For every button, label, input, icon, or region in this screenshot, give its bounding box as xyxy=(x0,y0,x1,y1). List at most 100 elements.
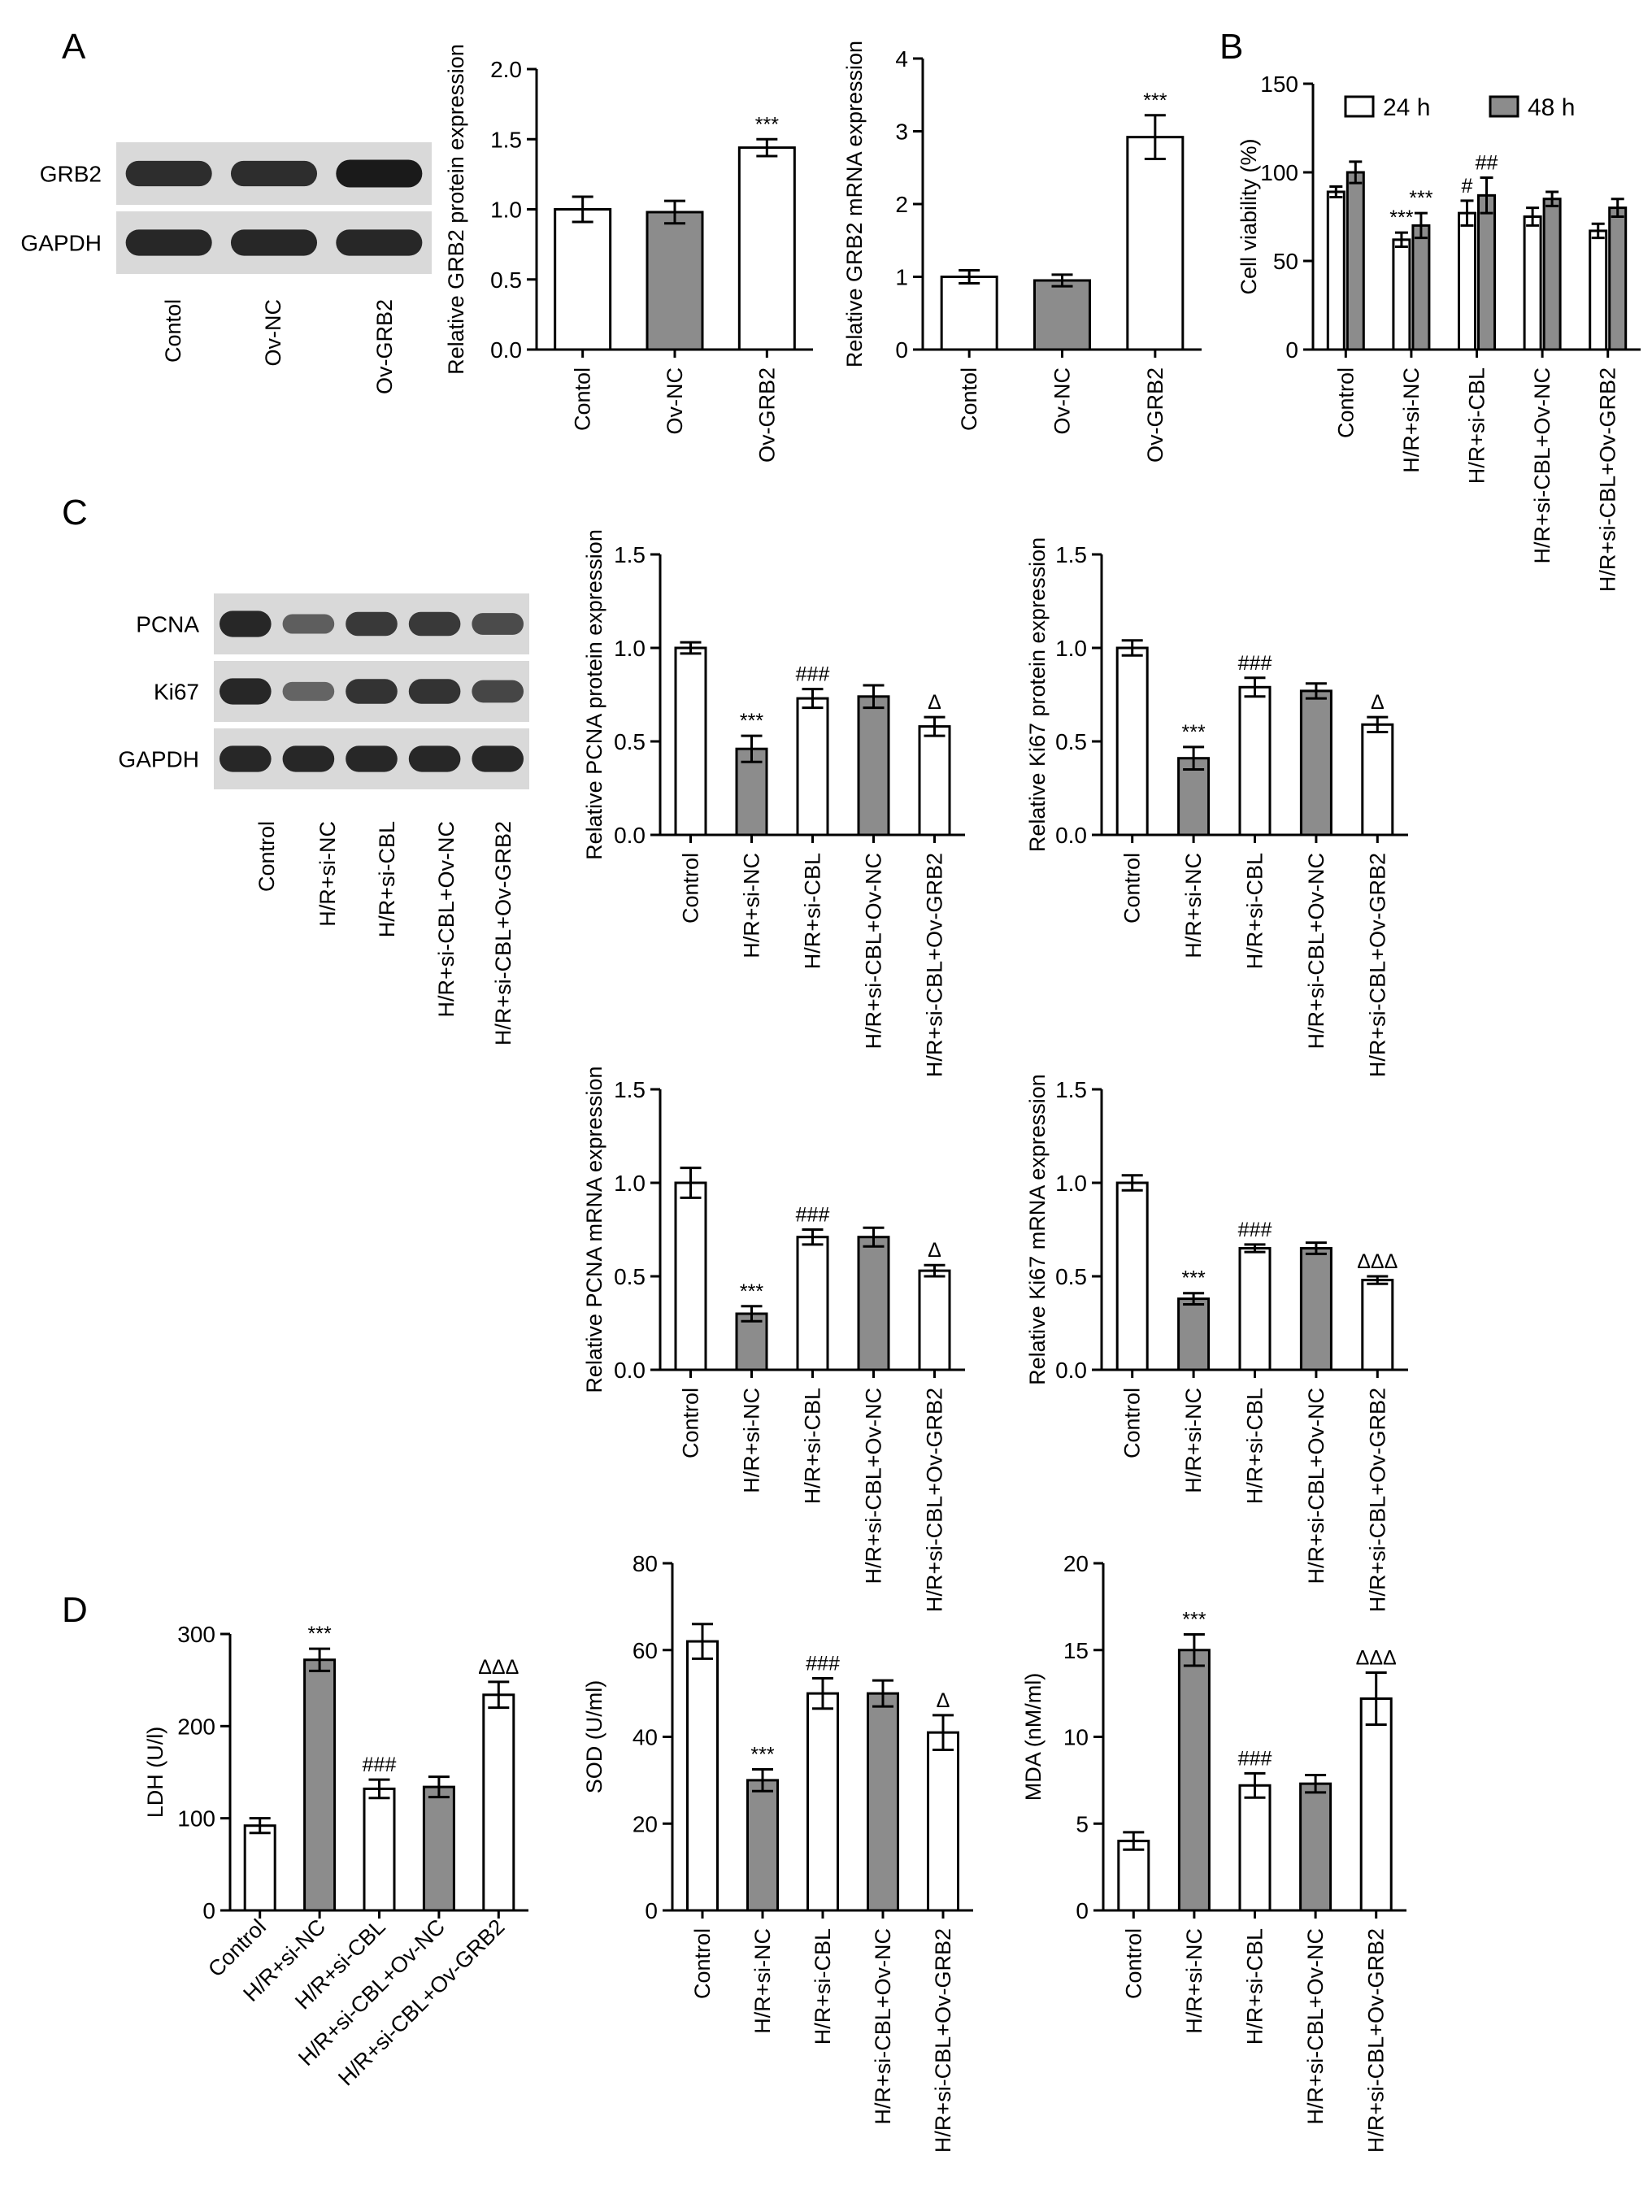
bar xyxy=(363,1787,396,1912)
bar xyxy=(686,1640,719,1912)
bar xyxy=(1299,1782,1332,1912)
significance-label-1: *** xyxy=(1409,187,1432,210)
blot-band xyxy=(282,745,335,772)
bar xyxy=(737,146,796,351)
bar xyxy=(1177,1649,1211,1912)
significance-label: ### xyxy=(1238,652,1272,675)
y-tick-label: 1.5 xyxy=(614,542,646,567)
bar-1 xyxy=(1411,224,1431,351)
y-tick-label: 0.5 xyxy=(614,1264,646,1289)
x-tick-label: H/R+si-CBL+Ov-NC xyxy=(1303,1928,1328,2125)
chart-d-mda: 0 5 10 15 20 MDA (nM/ml) Control H/R+si-NC H/R+s… xyxy=(1021,1551,1406,2153)
significance-label-1: ## xyxy=(1476,152,1498,175)
x-tick-label: H/R+si-NC xyxy=(750,1928,775,2034)
y-tick-label: 0.0 xyxy=(614,823,646,848)
blot-a: GRB2 GAPDH Contol Ov-NC Ov-GRB2 xyxy=(20,142,432,394)
bar xyxy=(746,1779,779,1912)
significance-label: ### xyxy=(796,663,830,686)
y-tick-label: 1 xyxy=(895,265,908,290)
bar xyxy=(940,276,998,351)
x-tick-label: Control xyxy=(679,853,703,923)
y-axis-label: Relative Ki67 protein expression xyxy=(1025,537,1050,852)
significance-label: *** xyxy=(1182,1267,1206,1290)
blot-band xyxy=(472,613,524,635)
bar-1 xyxy=(1346,171,1365,351)
y-tick-label: 150 xyxy=(1260,72,1298,97)
bar xyxy=(796,1236,829,1371)
x-tick-label: H/R+si-CBL+Ov-GRB2 xyxy=(931,1928,955,2153)
y-axis-label: Relative GRB2 mRNA expression xyxy=(842,41,867,367)
x-tick-label: H/R+si-CBL xyxy=(1243,1388,1267,1504)
bar-1 xyxy=(1608,206,1628,351)
x-tick-label: H/R+si-CBL+Ov-NC xyxy=(1304,853,1328,1050)
y-tick-label: 0.0 xyxy=(490,337,522,363)
y-tick-label: 10 xyxy=(1063,1725,1089,1750)
chart-c-pcna-mrna: 0.0 0.5 1.0 1.5 Relative PCNA mRNA expressio… xyxy=(582,1066,965,1612)
bar xyxy=(422,1785,455,1912)
chart-a-mrna: 0 1 2 3 4 Relative GRB2 mRNA expression Contol… xyxy=(842,41,1202,463)
bar-0 xyxy=(1392,238,1411,351)
significance-label: ### xyxy=(363,1754,397,1776)
blot-lane-label: Ov-GRB2 xyxy=(372,299,397,394)
y-tick-label: 20 xyxy=(1063,1551,1089,1576)
panel-letter-d: D xyxy=(62,1590,88,1630)
y-tick-label: 1.0 xyxy=(1055,1171,1087,1196)
y-tick-label: 100 xyxy=(1260,160,1298,185)
x-tick-label: Contol xyxy=(571,367,595,431)
blot-band xyxy=(282,681,335,702)
legend-label: 24 h xyxy=(1383,94,1430,121)
significance-label: Δ xyxy=(1371,691,1385,714)
y-tick-label: 1.5 xyxy=(1055,542,1087,567)
y-tick-label: 200 xyxy=(177,1714,215,1739)
significance-label: ### xyxy=(796,1204,830,1227)
blot-lane-label: H/R+si-CBL xyxy=(375,821,399,937)
y-axis-label: SOD (U/ml) xyxy=(582,1680,606,1793)
significance-label: *** xyxy=(1182,1609,1206,1632)
significance-label: ΔΔΔ xyxy=(1357,1250,1398,1273)
significance-label: Δ xyxy=(928,1239,941,1262)
blot-band xyxy=(219,745,272,772)
legend-swatch xyxy=(1344,95,1375,118)
y-tick-label: 0 xyxy=(645,1898,658,1923)
blot-row-label: GRB2 xyxy=(40,162,102,187)
bar xyxy=(1299,689,1332,837)
bar xyxy=(1361,723,1394,837)
bar xyxy=(646,211,704,351)
bar xyxy=(674,1181,707,1371)
x-tick-label: H/R+si-CBL+Ov-GRB2 xyxy=(923,1388,947,1612)
x-tick-label: H/R+si-CBL+Ov-GRB2 xyxy=(923,853,947,1077)
y-tick-label: 2.0 xyxy=(490,57,522,82)
bar xyxy=(796,697,829,837)
blot-lane-label: H/R+si-CBL+Ov-NC xyxy=(434,821,459,1018)
bar xyxy=(927,1731,959,1912)
significance-label: Δ xyxy=(937,1689,950,1712)
bar-1 xyxy=(1542,198,1562,351)
bar xyxy=(1177,1297,1211,1371)
x-tick-label: H/R+si-CBL xyxy=(1243,853,1267,969)
y-tick-label: 1.0 xyxy=(614,1171,646,1196)
y-tick-label: 0.5 xyxy=(1055,729,1087,754)
y-tick-label: 15 xyxy=(1063,1638,1089,1663)
blot-row-label: GAPDH xyxy=(20,231,102,256)
significance-label: ### xyxy=(1238,1747,1272,1770)
blot-band xyxy=(472,680,524,703)
blot-lane-label: Ov-NC xyxy=(261,299,285,367)
y-tick-label: 50 xyxy=(1273,249,1298,274)
significance-label: ΔΔΔ xyxy=(478,1656,519,1679)
bar xyxy=(243,1824,276,1912)
blot-band xyxy=(125,160,212,187)
significance-label: ### xyxy=(806,1652,840,1675)
y-tick-label: 1.0 xyxy=(1055,636,1087,661)
x-tick-label: H/R+si-CBL+Ov-NC xyxy=(871,1928,895,2125)
x-tick-label: H/R+si-NC xyxy=(1181,853,1206,958)
legend-swatch xyxy=(1489,95,1519,118)
x-tick-label: Control xyxy=(690,1928,715,1999)
x-tick-label: Control xyxy=(1120,1388,1145,1458)
x-tick-label: H/R+si-NC xyxy=(1182,1928,1206,2034)
bar xyxy=(867,1692,899,1912)
significance-label: Δ xyxy=(928,691,941,714)
y-tick-label: 300 xyxy=(177,1622,215,1647)
y-tick-label: 100 xyxy=(177,1806,215,1832)
panel-letter-a: A xyxy=(62,27,86,67)
